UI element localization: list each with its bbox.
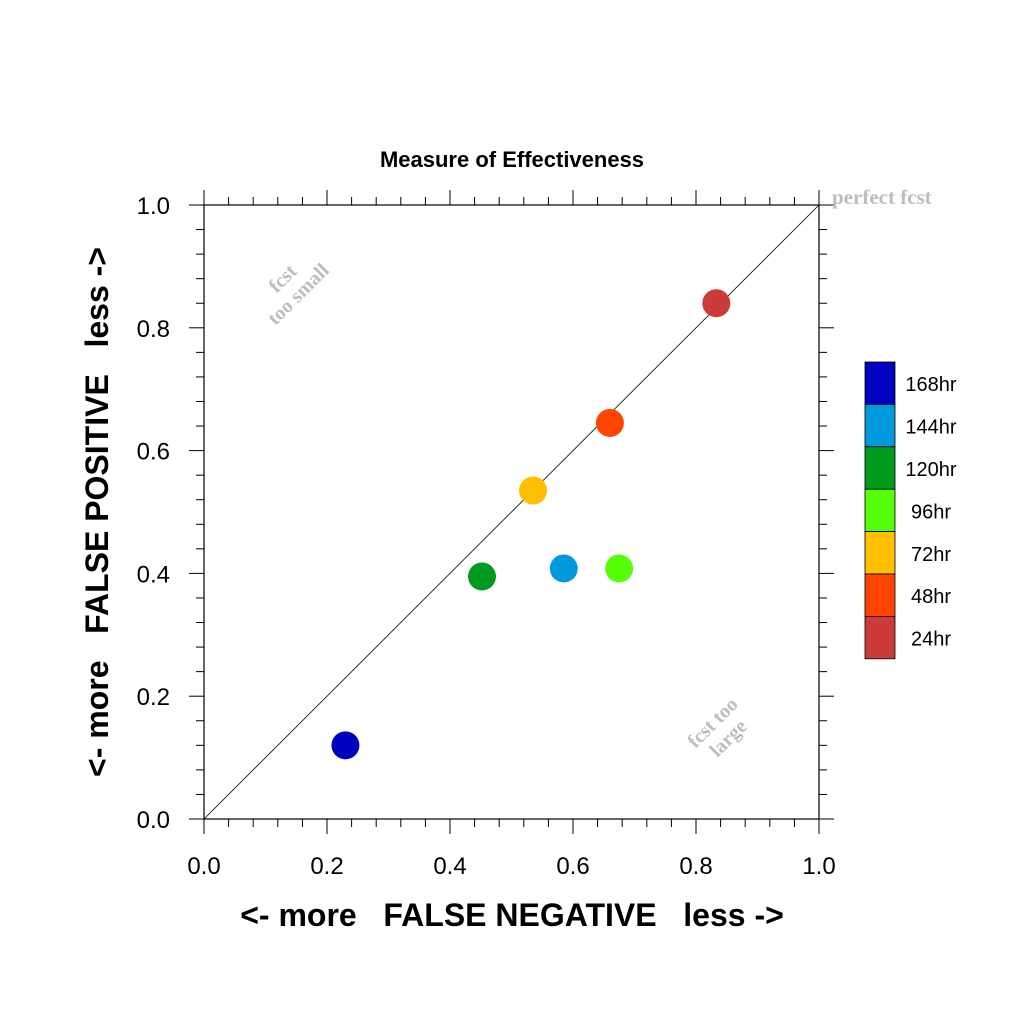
- chart-title: Measure of Effectiveness: [380, 147, 644, 172]
- legend-swatch-168hr: [864, 361, 896, 405]
- data-point-144hr: [549, 554, 578, 583]
- x-tick-label: 0.0: [187, 853, 220, 880]
- x-tick-label: 0.2: [310, 853, 343, 880]
- x-axis-label: <- more FALSE NEGATIVE less ->: [240, 897, 784, 933]
- legend-swatch-120hr: [864, 446, 896, 490]
- legend: 168hr 144hr 120hr 96hr 72hr 48hr 24hr: [864, 361, 957, 660]
- legend-swatch-24hr: [864, 616, 896, 660]
- legend-swatch-48hr: [864, 573, 896, 617]
- legend-swatch-144hr: [864, 403, 896, 448]
- legend-label: 48hr: [911, 586, 951, 608]
- data-point-96hr: [605, 554, 634, 583]
- axis-tick-labels: 0.0 0.2 0.4 0.6 0.8 1.0 0.0 0.2 0.4 0.6 0.8 1.0: [137, 193, 836, 880]
- x-tick-label: 1.0: [802, 853, 835, 880]
- y-tick-label: 0.8: [137, 316, 170, 343]
- legend-label: 168hr: [905, 374, 956, 396]
- legend-label: 72hr: [911, 544, 951, 566]
- y-tick-label: 0.4: [137, 561, 170, 588]
- data-point-168hr: [331, 731, 360, 760]
- legend-label: 96hr: [911, 501, 951, 523]
- y-tick-label: 0.6: [137, 439, 170, 466]
- data-point-48hr: [595, 408, 624, 437]
- data-point-72hr: [519, 476, 548, 505]
- data-points: [331, 289, 731, 760]
- axis-ticks: [189, 190, 834, 834]
- x-tick-label: 0.6: [556, 853, 589, 880]
- legend-swatch-96hr: [864, 488, 896, 533]
- y-axis-label: <- more FALSE POSITIVE less ->: [79, 247, 115, 777]
- legend-swatch-72hr: [864, 531, 896, 575]
- fcst-too-large-label: fcst toolarge: [683, 693, 758, 768]
- y-tick-label: 0.0: [137, 807, 170, 834]
- fcst-too-small-label: fcsttoo small: [248, 244, 334, 330]
- legend-label: 144hr: [905, 417, 956, 439]
- legend-label: 120hr: [905, 459, 956, 481]
- data-point-120hr: [467, 562, 496, 591]
- legend-label: 24hr: [911, 629, 951, 651]
- annotations: perfect fcst fcsttoo small fcst toolarge: [248, 185, 932, 768]
- x-tick-label: 0.4: [433, 853, 466, 880]
- perfect-fcst-label: perfect fcst: [832, 185, 932, 209]
- data-point-24hr: [702, 289, 731, 318]
- y-tick-label: 1.0: [137, 193, 170, 220]
- y-tick-label: 0.2: [137, 684, 170, 711]
- plot-border: [203, 204, 820, 820]
- x-tick-label: 0.8: [679, 853, 712, 880]
- annotation-line: too small: [263, 259, 333, 329]
